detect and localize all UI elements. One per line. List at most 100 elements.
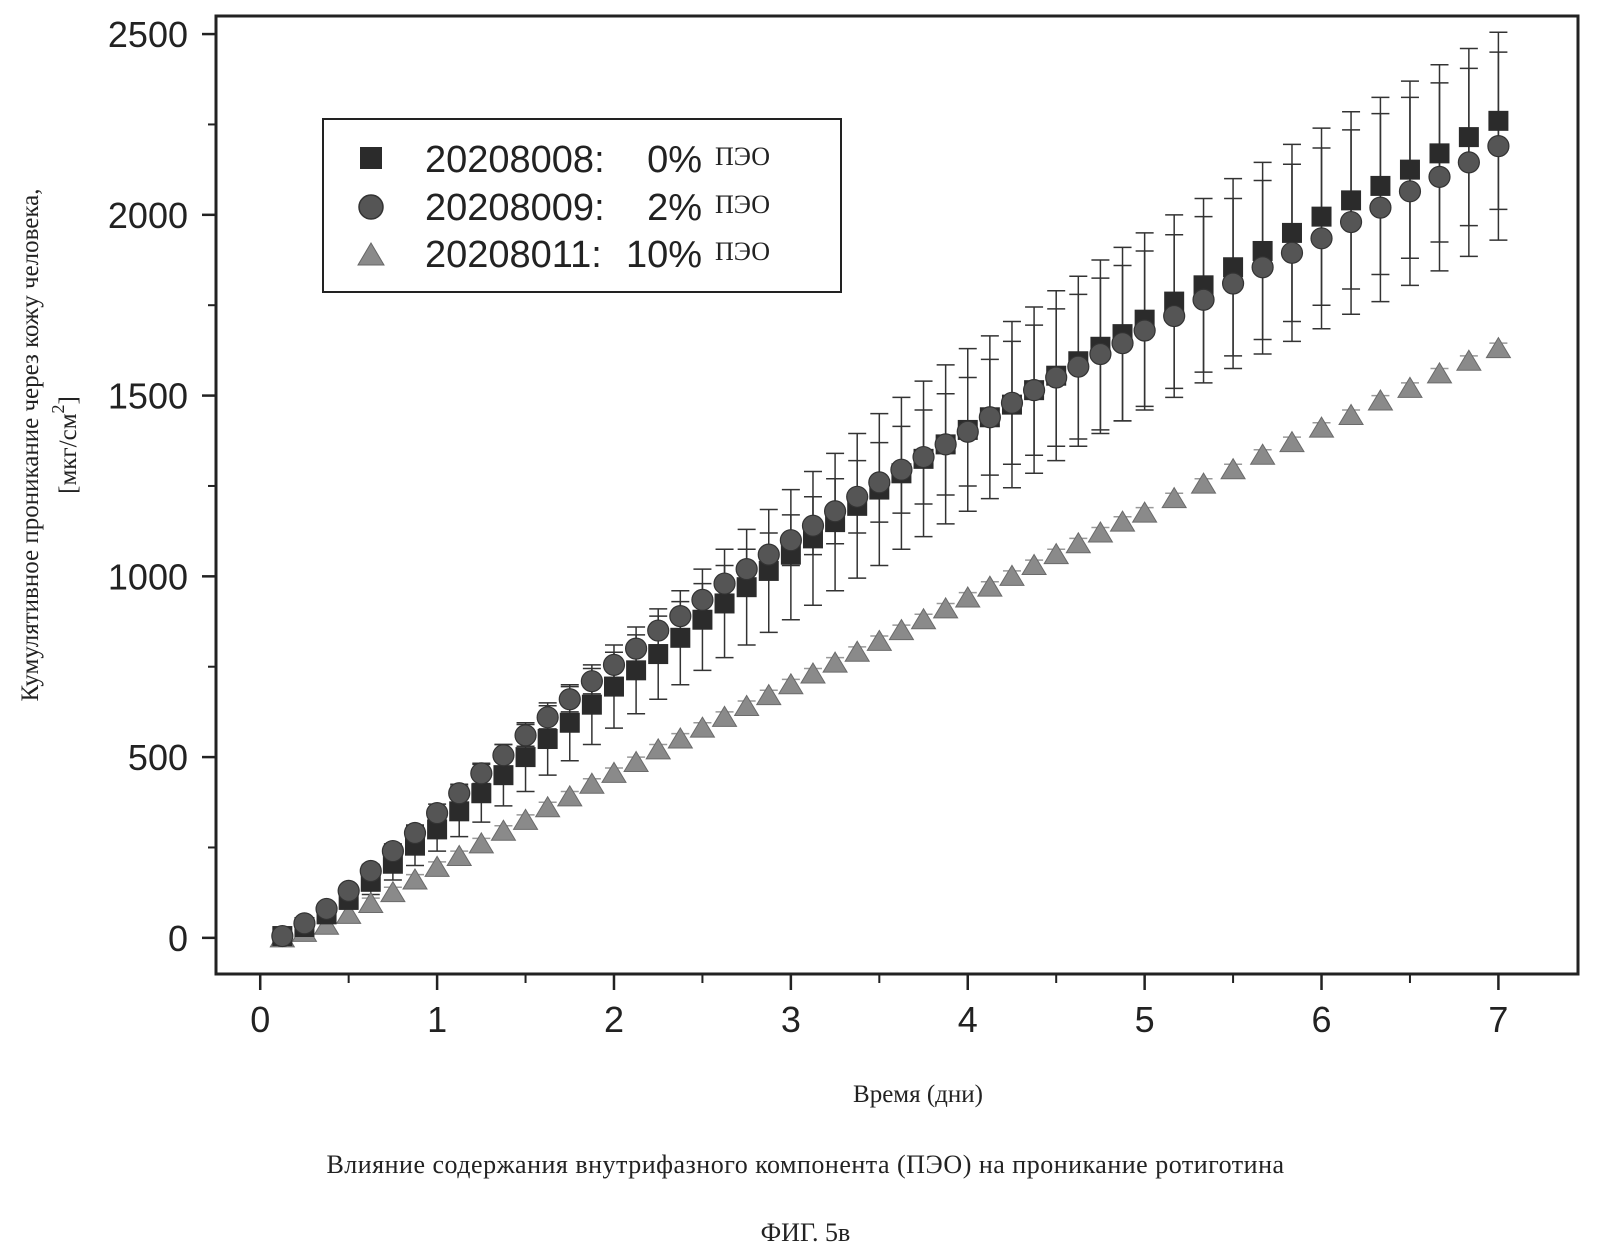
data-point-circle <box>1193 289 1214 310</box>
x-tick-label: 6 <box>1312 999 1332 1040</box>
data-point-circle <box>1046 367 1067 388</box>
data-point-circle <box>1090 344 1111 365</box>
y-axis-unit-group: [мкг/см2] <box>48 396 82 494</box>
data-point-square <box>1341 190 1361 210</box>
data-point-square <box>670 628 690 648</box>
data-point-triangle <box>757 685 781 705</box>
data-point-circle <box>1429 166 1450 187</box>
data-point-triangle <box>469 833 493 853</box>
data-point-circle <box>338 880 359 901</box>
y-tick-label: 0 <box>168 918 188 959</box>
data-point-triangle <box>602 762 626 782</box>
legend-id: 20208011: <box>425 234 602 276</box>
data-point-square <box>1312 207 1332 227</box>
data-point-triangle <box>845 641 869 661</box>
figure-number: ФИГ. 5в <box>0 1218 1611 1248</box>
data-point-triangle <box>912 609 936 629</box>
data-point-triangle <box>580 773 604 793</box>
legend-marker-circle <box>359 195 383 219</box>
data-point-square <box>516 747 536 767</box>
data-point-circle <box>404 823 425 844</box>
data-point-triangle <box>1162 488 1186 508</box>
data-point-circle <box>692 589 713 610</box>
data-point-circle <box>382 841 403 862</box>
y-axis-unit-prefix: [мкг/см <box>55 413 82 494</box>
x-tick-label: 3 <box>781 999 801 1040</box>
data-point-circle <box>1164 306 1185 327</box>
data-point-triangle <box>823 652 847 672</box>
data-point-triangle <box>381 882 405 902</box>
data-point-triangle <box>1088 522 1112 542</box>
figure-caption: Влияние содержания внутрифазного компоне… <box>0 1150 1611 1180</box>
data-point-circle <box>360 860 381 881</box>
data-point-circle <box>603 654 624 675</box>
x-tick-label: 2 <box>604 999 624 1040</box>
data-point-circle <box>1488 136 1509 157</box>
data-point-square <box>1459 127 1479 147</box>
data-point-circle <box>1281 242 1302 263</box>
data-point-circle <box>294 913 315 934</box>
data-point-triangle <box>690 717 714 737</box>
data-point-triangle <box>1133 502 1157 522</box>
data-point-circle <box>847 486 868 507</box>
legend-id: 20208009: <box>425 187 605 229</box>
data-point-triangle <box>1310 417 1334 437</box>
data-point-triangle <box>514 809 538 829</box>
y-axis-label-group: Кумулятивное проникание через кожу челов… <box>17 189 44 702</box>
data-point-triangle <box>668 728 692 748</box>
legend-id: 20208008: <box>425 139 605 181</box>
data-point-square <box>560 713 580 733</box>
data-point-square <box>471 783 491 803</box>
data-point-triangle <box>1428 363 1452 383</box>
data-point-circle <box>714 573 735 594</box>
x-axis-label: Время (дни) <box>853 1081 983 1108</box>
data-point-square <box>493 765 513 785</box>
y-tick-label: 2000 <box>108 195 188 236</box>
data-point-triangle <box>1221 459 1245 479</box>
x-tick-label: 4 <box>958 999 978 1040</box>
data-point-triangle <box>867 630 891 650</box>
data-point-square <box>1370 176 1390 196</box>
data-point-circle <box>648 620 669 641</box>
data-point-triangle <box>1192 473 1216 493</box>
data-point-square <box>604 677 624 697</box>
data-point-square <box>1488 111 1508 131</box>
data-point-circle <box>493 745 514 766</box>
data-point-square <box>692 610 712 630</box>
data-point-circle <box>1134 320 1155 341</box>
x-tick-label: 1 <box>427 999 447 1040</box>
data-point-circle <box>913 447 934 468</box>
data-point-triangle <box>779 674 803 694</box>
data-point-circle <box>758 544 779 565</box>
data-point-triangle <box>978 576 1002 596</box>
data-point-triangle <box>624 752 648 772</box>
data-point-circle <box>1024 380 1045 401</box>
data-point-circle <box>1223 273 1244 294</box>
data-point-square <box>626 660 646 680</box>
data-point-circle <box>802 515 823 536</box>
data-point-circle <box>1370 197 1391 218</box>
data-point-triangle <box>713 706 737 726</box>
legend-marker-square <box>360 147 382 169</box>
data-point-circle <box>869 472 890 493</box>
data-point-circle <box>670 606 691 627</box>
data-point-circle <box>891 459 912 480</box>
data-point-triangle <box>447 846 471 866</box>
data-point-triangle <box>1111 511 1135 531</box>
data-point-triangle <box>1457 350 1481 370</box>
data-point-circle <box>979 407 1000 428</box>
data-point-triangle <box>1066 533 1090 553</box>
data-point-circle <box>427 803 448 824</box>
data-point-circle <box>1252 257 1273 278</box>
data-point-circle <box>736 559 757 580</box>
legend: 20208008: 0% ПЭО 20208009: 2% ПЭО 202080… <box>323 119 841 292</box>
legend-unit: ПЭО <box>715 190 770 219</box>
y-tick-label: 1000 <box>108 556 188 597</box>
data-point-circle <box>957 421 978 442</box>
data-point-circle <box>471 763 492 784</box>
legend-unit: ПЭО <box>715 142 770 171</box>
y-tick-label: 1500 <box>108 376 188 417</box>
data-point-triangle <box>491 820 515 840</box>
data-point-square <box>1400 160 1420 180</box>
data-point-triangle <box>1000 565 1024 585</box>
